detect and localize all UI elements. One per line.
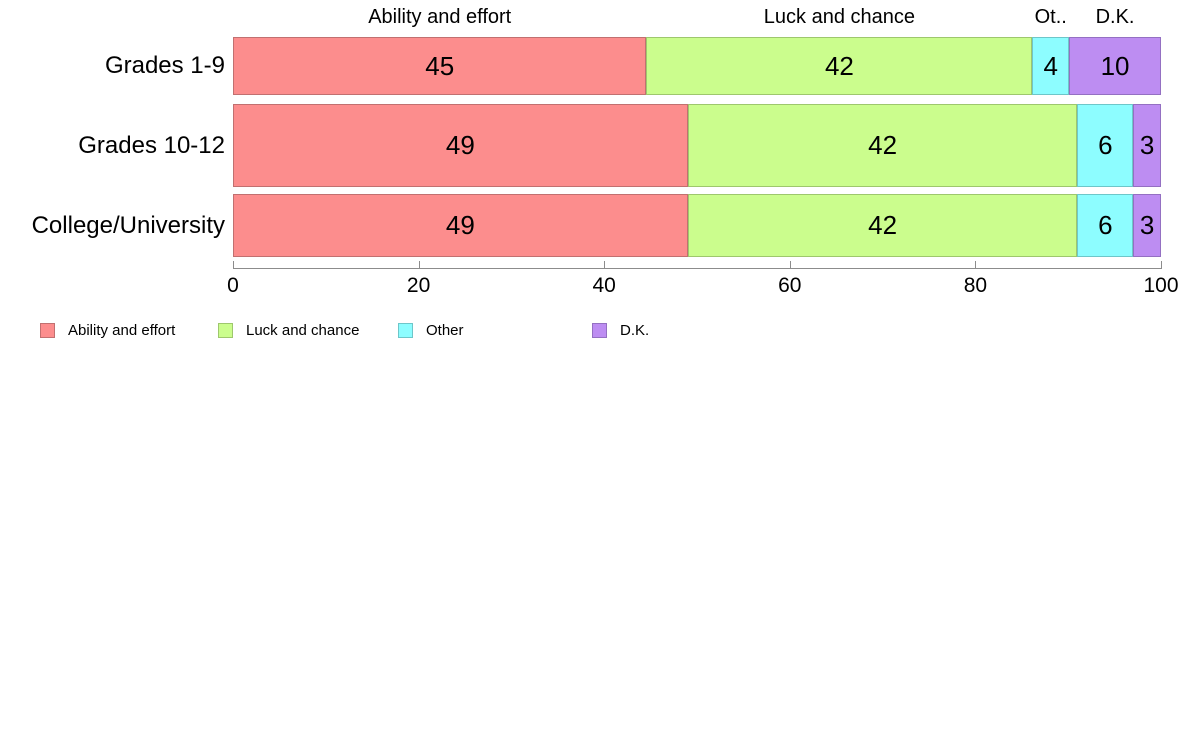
legend-label: Ability and effort (68, 321, 176, 339)
bar-value-label: 4 (1043, 50, 1058, 81)
bar-value-label: 49 (445, 210, 475, 240)
bar-value-label: 42 (824, 50, 854, 81)
x-axis-tick-label: 20 (406, 274, 431, 297)
legend-swatch-icon (592, 322, 607, 338)
bar-segment-ability-and-effort: 45 (233, 37, 647, 95)
x-axis-tick (975, 261, 977, 268)
legend-item-ability-and-effort: Ability and effort (40, 321, 175, 339)
x-axis-tick (604, 261, 606, 268)
legend-swatch-icon (40, 322, 55, 338)
x-axis-tick-label: 0 (227, 274, 239, 297)
bar-value-label: 42 (868, 210, 898, 240)
bar-segment-other: 4 (1032, 37, 1070, 95)
category-label: Grades 10-12 (78, 131, 225, 159)
bar-value-label: 45 (425, 50, 455, 81)
bar-value-label: 6 (1098, 210, 1113, 240)
legend-item-d-k-: D.K. (592, 321, 649, 339)
x-axis-tick (233, 261, 234, 268)
bar-segment-luck-and-chance: 42 (687, 104, 1078, 187)
bar-row: 45 42 4 10 (233, 37, 1161, 95)
column-header: Luck and chance (763, 6, 916, 28)
bar-row: 49 42 6 3 (233, 104, 1161, 187)
bar-value-label: 49 (445, 130, 475, 160)
x-axis-tick (1161, 261, 1162, 268)
legend-label: D.K. (620, 321, 650, 339)
x-axis-tick-label: 60 (778, 274, 802, 297)
bar-segment-d-k-: 10 (1069, 37, 1161, 95)
legend-item-luck-and-chance: Luck and chance (218, 321, 359, 339)
column-header: Ability and effort (368, 6, 512, 28)
x-axis-line (233, 268, 1162, 269)
legend-item-other: Other (398, 321, 464, 339)
x-axis-tick-label: 40 (592, 274, 616, 297)
x-axis-tick (418, 261, 420, 268)
category-label: College/University (31, 211, 225, 239)
bar-row: 49 42 6 3 (233, 194, 1161, 257)
bar-value-label: 6 (1098, 130, 1113, 160)
bar-value-label: 10 (1100, 50, 1130, 81)
bar-value-label: 3 (1139, 210, 1155, 240)
bar-segment-luck-and-chance: 42 (646, 37, 1033, 95)
bar-segment-d-k-: 3 (1133, 104, 1161, 187)
bar-segment-ability-and-effort: 49 (233, 194, 688, 257)
bar-segment-other: 6 (1077, 194, 1134, 257)
x-axis-tick (789, 261, 791, 268)
bar-value-label: 3 (1139, 130, 1155, 160)
x-axis-tick-label: 100 (1143, 274, 1179, 297)
legend-label: Other (426, 321, 464, 339)
bar-value-label: 42 (868, 130, 898, 160)
legend-swatch-icon (218, 322, 233, 338)
bar-segment-other: 6 (1077, 104, 1134, 187)
bar-segment-luck-and-chance: 42 (687, 194, 1078, 257)
legend-swatch-icon (398, 322, 413, 338)
bar-segment-d-k-: 3 (1133, 194, 1161, 257)
column-header: D.K. (1095, 6, 1135, 28)
column-header: Ot.. (1034, 6, 1067, 28)
x-axis-tick-label: 80 (963, 274, 988, 297)
legend-label: Luck and chance (246, 321, 360, 339)
bar-segment-ability-and-effort: 49 (233, 104, 688, 187)
category-label: Grades 1-9 (104, 52, 225, 79)
